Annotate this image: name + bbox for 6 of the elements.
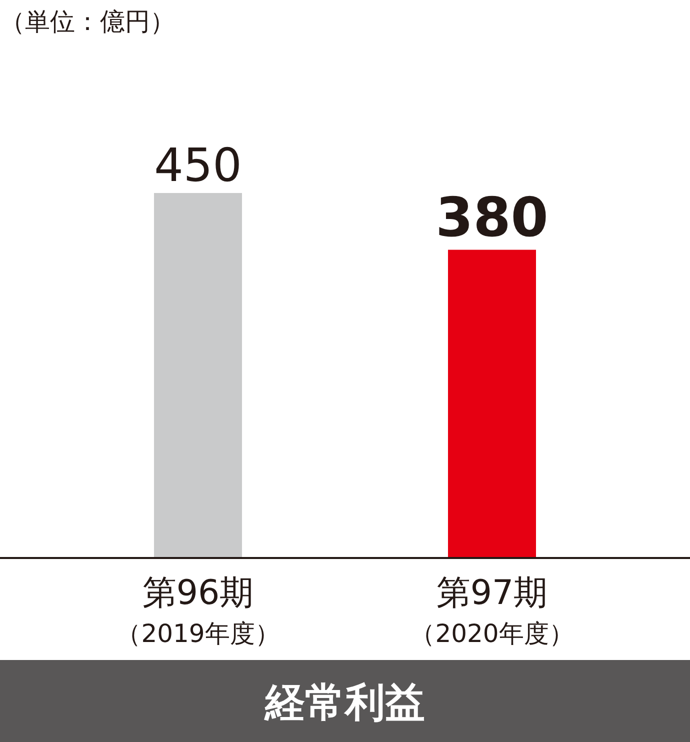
data-label: 380 (436, 186, 548, 249)
text: （単位：億円） (0, 7, 175, 36)
data-label: 450 (154, 138, 242, 192)
x-tick-label: 第97期（2020年度） (410, 573, 574, 648)
x-tick-label: 第96期（2019年度） (116, 573, 280, 648)
text: 経常利益 (264, 680, 425, 726)
